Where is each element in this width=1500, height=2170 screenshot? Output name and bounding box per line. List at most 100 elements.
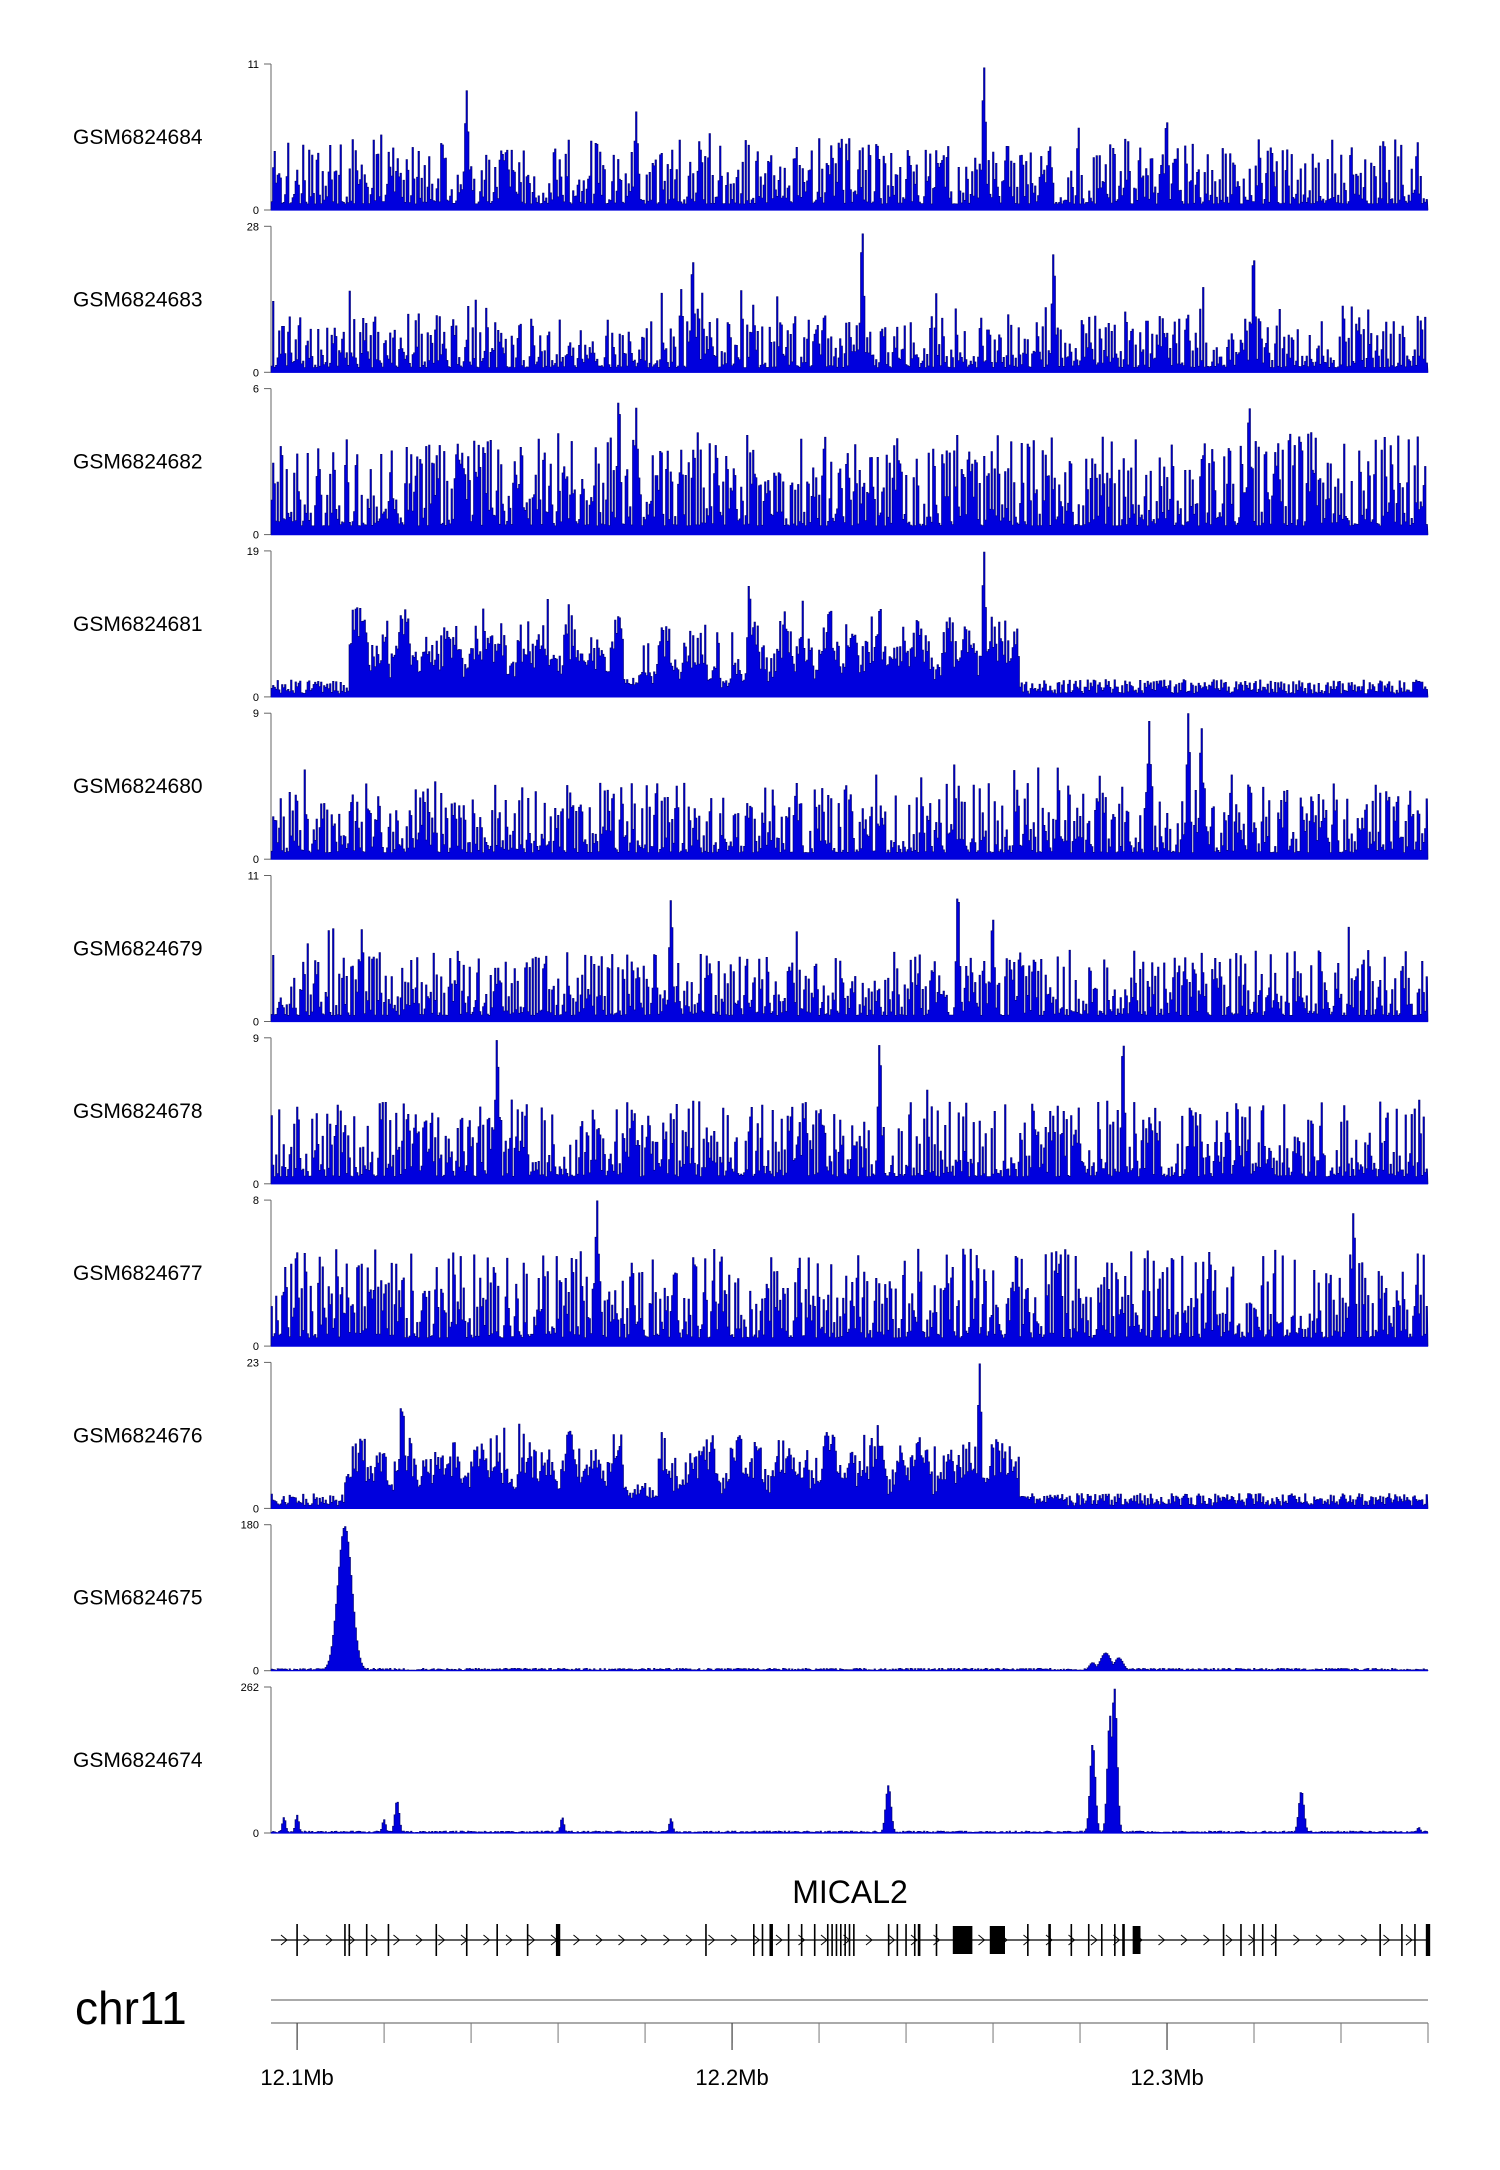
strand-arrow — [618, 1934, 626, 1946]
y-axis-max-label: 6 — [253, 384, 259, 396]
signal-area — [270, 713, 1429, 860]
strand-arrow — [730, 1934, 738, 1946]
gene-exon — [1114, 1924, 1116, 1956]
strand-arrow — [280, 1934, 288, 1946]
gene-exon — [344, 1924, 346, 1956]
track-GSM6824682: GSM6824682 6 0 — [73, 384, 1429, 542]
gene-exon — [296, 1924, 298, 1956]
strand-arrow — [1315, 1934, 1323, 1946]
strand-arrow — [685, 1934, 693, 1946]
gene-exon — [1222, 1924, 1225, 1956]
gene-exon — [1087, 1924, 1090, 1956]
strand-arrow — [1383, 1934, 1391, 1946]
track-name-label: GSM6824681 — [73, 613, 203, 636]
y-axis-min-label: 0 — [253, 1828, 259, 1840]
strand-arrow — [1360, 1934, 1368, 1946]
track-name-label: GSM6824677 — [73, 1262, 203, 1285]
track-GSM6824681: GSM6824681 19 0 — [73, 546, 1429, 704]
track-name-label: GSM6824679 — [73, 938, 203, 961]
strand-arrow — [775, 1934, 783, 1946]
gene-exon — [465, 1924, 468, 1956]
gene-exon — [365, 1924, 368, 1956]
y-axis-max-label: 9 — [253, 1033, 259, 1045]
signal-area — [270, 402, 1429, 535]
strand-arrow — [865, 1934, 873, 1946]
track-GSM6824674: GSM6824674 262 0 — [73, 1682, 1429, 1840]
y-axis-min-label: 0 — [253, 854, 259, 866]
gene-exon — [526, 1924, 529, 1956]
strand-arrow — [438, 1934, 446, 1946]
gene-exon — [853, 1924, 855, 1956]
gene-exon — [1261, 1924, 1264, 1956]
signal-area — [270, 1200, 1429, 1347]
track-name-label: GSM6824680 — [73, 775, 203, 798]
track-GSM6824679: GSM6824679 11 0 — [73, 871, 1429, 1029]
gene-exon — [435, 1924, 438, 1956]
strand-arrow — [348, 1934, 356, 1946]
gene-exon — [1379, 1924, 1381, 1956]
y-axis-max-label: 9 — [253, 708, 259, 720]
strand-arrow — [370, 1934, 378, 1946]
signal-area — [270, 898, 1429, 1022]
gene-exon — [844, 1924, 846, 1956]
gene-exon — [1070, 1924, 1073, 1956]
track-GSM6824678: GSM6824678 9 0 — [73, 1033, 1429, 1191]
y-axis-max-label: 11 — [248, 59, 259, 71]
gene-exon — [1240, 1924, 1242, 1956]
track-GSM6824675: GSM6824675 180 0 — [73, 1520, 1429, 1678]
y-axis-min-label: 0 — [253, 1503, 259, 1515]
y-axis-max-label: 23 — [247, 1357, 259, 1369]
gene-exon — [496, 1924, 498, 1956]
chromosome-label: chr11 — [75, 1982, 187, 2034]
gene-name-label: MICAL2 — [792, 1874, 908, 1910]
gene-exon — [896, 1924, 899, 1956]
gene-exon — [905, 1924, 907, 1956]
gene-exon — [1425, 1924, 1431, 1956]
strand-arrow — [640, 1934, 648, 1946]
strand-arrow — [415, 1934, 423, 1946]
track-GSM6824683: GSM6824683 28 0 — [73, 221, 1429, 379]
gene-exon — [555, 1924, 561, 1956]
gene-exon — [1122, 1924, 1125, 1956]
gene-exon — [800, 1924, 803, 1956]
gene-exon — [1132, 1926, 1141, 1954]
gene-exon — [989, 1926, 1005, 1954]
strand-arrow — [595, 1934, 603, 1946]
strand-arrow — [1090, 1934, 1098, 1946]
track-name-label: GSM6824675 — [73, 1587, 203, 1610]
gene-exon — [705, 1924, 707, 1956]
strand-arrow — [1023, 1934, 1031, 1946]
track-name-label: GSM6824678 — [73, 1100, 203, 1123]
gene-exon — [913, 1924, 916, 1956]
track-name-label: GSM6824684 — [73, 126, 203, 149]
gene-exon — [1401, 1924, 1403, 1956]
y-axis-max-label: 8 — [253, 1195, 259, 1207]
gene-exon — [826, 1924, 829, 1956]
strand-arrow — [663, 1934, 671, 1946]
track-GSM6824676: GSM6824676 23 0 — [73, 1357, 1429, 1515]
signal-area — [270, 551, 1429, 698]
track-name-label: GSM6824682 — [73, 451, 203, 474]
strand-arrow — [1180, 1934, 1188, 1946]
strand-arrow — [1270, 1934, 1278, 1946]
track-GSM6824684: GSM6824684 11 0 — [73, 59, 1429, 217]
strand-arrow — [505, 1934, 513, 1946]
gene-exon — [1274, 1924, 1277, 1956]
strand-arrow — [325, 1934, 333, 1946]
y-axis-min-label: 0 — [253, 692, 259, 704]
strand-arrow — [1158, 1934, 1166, 1946]
gene-exon — [835, 1924, 838, 1956]
gene-exon — [1414, 1924, 1416, 1956]
gene-exon — [848, 1924, 851, 1956]
gene-exon — [952, 1926, 973, 1954]
y-axis-max-label: 180 — [241, 1520, 259, 1532]
gene-track: MICAL2 — [271, 1874, 1431, 1956]
tracks-layer: GSM6824684110GSM6824683280GSM682468260GS… — [73, 59, 1429, 1840]
signal-area — [270, 1526, 1429, 1671]
axis-tick-label: 12.2Mb — [695, 2065, 768, 2090]
track-name-label: GSM6824676 — [73, 1424, 203, 1447]
gene-exon — [1048, 1924, 1051, 1956]
strand-arrow — [910, 1934, 918, 1946]
strand-arrow — [1338, 1934, 1346, 1946]
